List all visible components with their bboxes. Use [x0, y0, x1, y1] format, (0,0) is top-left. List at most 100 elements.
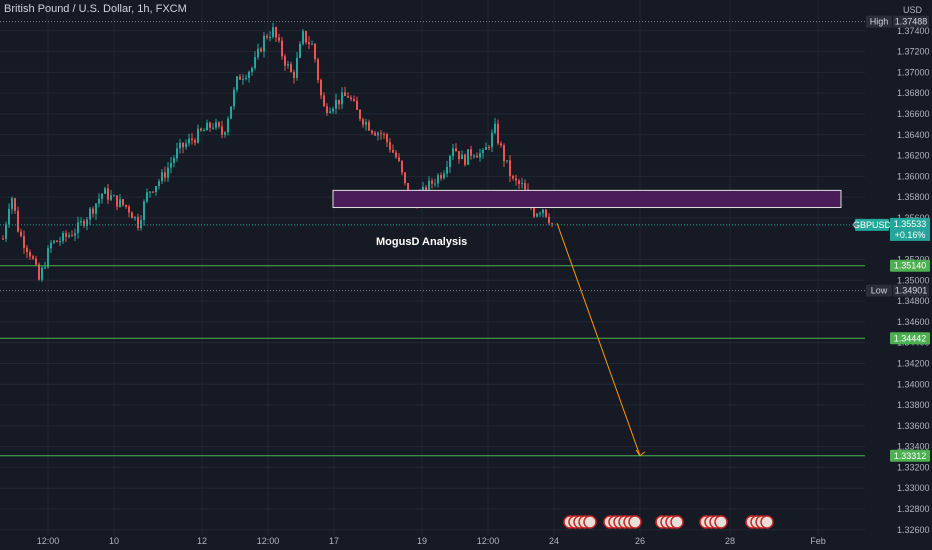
candle-body: [302, 31, 304, 44]
candle-body: [245, 77, 247, 79]
price-tick-label: 1.36400: [897, 130, 930, 140]
price-tick-label: 1.35000: [897, 275, 930, 285]
candle-body: [152, 191, 154, 193]
grid-lines: [0, 0, 865, 535]
candle-body: [533, 207, 535, 217]
candle-body: [341, 92, 343, 105]
event-flag-icon[interactable]: [670, 515, 684, 529]
candle-body: [143, 201, 145, 220]
support-level-value: 1.35140: [894, 261, 927, 271]
low-label-bg: [866, 284, 892, 297]
candle-body: [38, 264, 40, 280]
candle-body: [221, 126, 223, 135]
resistance-zone[interactable]: [332, 189, 842, 209]
candle-body: [476, 155, 478, 158]
candle-body: [86, 219, 88, 226]
candle-body: [53, 240, 55, 243]
price-axis[interactable]: USD 1.37400 1.37200 1.37000 1.36800 1.36600 1.…: [865, 0, 932, 550]
candle-body: [392, 149, 394, 153]
candle-body: [170, 162, 172, 168]
candle-body: [164, 172, 166, 178]
support-level-value: 1.34442: [894, 333, 927, 343]
last-price-bg: [890, 217, 930, 241]
candle-body: [536, 213, 538, 217]
candle-body: [47, 248, 49, 268]
time-axis[interactable]: 12:00 10 12 12:00 17 19 12:00 24 26 28 Feb: [37, 536, 826, 546]
event-flag-icon[interactable]: [583, 515, 597, 529]
candle-body: [200, 128, 202, 131]
event-flag-icon[interactable]: [760, 515, 774, 529]
time-tick-label: 12:00: [477, 536, 500, 546]
price-tick-label: 1.37200: [897, 47, 930, 57]
candle-body: [41, 267, 43, 280]
candle-body: [125, 205, 127, 207]
candle-body: [305, 31, 307, 43]
high-label-bg: [866, 15, 892, 28]
price-tick-label: 1.33000: [897, 483, 930, 493]
candle-body: [77, 222, 79, 234]
candle-body: [545, 209, 547, 217]
candle-body: [395, 152, 397, 158]
candle-body: [203, 130, 205, 132]
candle-body: [206, 122, 208, 131]
symbol-label: GBPUSD: [853, 220, 892, 230]
candle-body: [230, 106, 232, 119]
candle-body: [542, 209, 544, 214]
candle-body: [14, 198, 16, 211]
candle-body: [299, 43, 301, 58]
candle-body: [248, 71, 250, 78]
candle-body: [83, 221, 85, 226]
candle-body: [116, 195, 118, 207]
candle-body: [101, 193, 103, 199]
price-tick-label: 1.33800: [897, 400, 930, 410]
candle-body: [332, 108, 334, 112]
time-tick-label: 10: [109, 536, 119, 546]
last-price-value: 1.35533: [894, 219, 927, 229]
candle-body: [491, 132, 493, 148]
candle-body: [440, 175, 442, 179]
candle-body: [458, 151, 460, 160]
time-tick-label: 26: [635, 536, 645, 546]
candle-body: [65, 233, 67, 237]
candle-body: [479, 153, 481, 158]
candle-body: [401, 160, 403, 173]
candle-body: [227, 118, 229, 133]
time-tick-label: 28: [725, 536, 735, 546]
candle-body: [548, 216, 550, 224]
event-flag-icon[interactable]: [628, 515, 642, 529]
candle-body: [467, 149, 469, 165]
candle-body: [149, 191, 151, 193]
price-tick-label: 1.36200: [897, 151, 930, 161]
resistance-zone-layer[interactable]: [332, 189, 842, 209]
event-flag-icon[interactable]: [714, 515, 728, 529]
candle-body: [185, 143, 187, 148]
candle-body: [173, 158, 175, 163]
candle-body: [26, 247, 28, 253]
candle-body: [389, 142, 391, 150]
candle-body: [269, 36, 271, 38]
time-tick-label: 17: [329, 536, 339, 546]
candle-body: [239, 76, 241, 80]
candle-body: [2, 238, 4, 240]
candle-body: [209, 122, 211, 128]
candle-body: [146, 192, 148, 202]
candle-body: [29, 252, 31, 257]
candle-body: [92, 208, 94, 214]
candle-body: [104, 188, 106, 194]
candle-body: [176, 148, 178, 159]
candle-body: [233, 89, 235, 107]
candle-body: [338, 99, 340, 105]
candle-body: [518, 180, 520, 184]
candle-body: [524, 183, 526, 190]
price-tick-label: 1.34200: [897, 358, 930, 368]
candle-body: [539, 213, 541, 215]
currency-label: USD: [903, 5, 923, 15]
support-level-value-bg: [890, 259, 930, 272]
candle-body: [188, 138, 190, 144]
candle-body: [251, 67, 253, 72]
candle-body: [320, 79, 322, 96]
economic-events[interactable]: [563, 515, 774, 529]
price-tick-label: 1.34800: [897, 296, 930, 306]
candle-body: [191, 138, 193, 141]
